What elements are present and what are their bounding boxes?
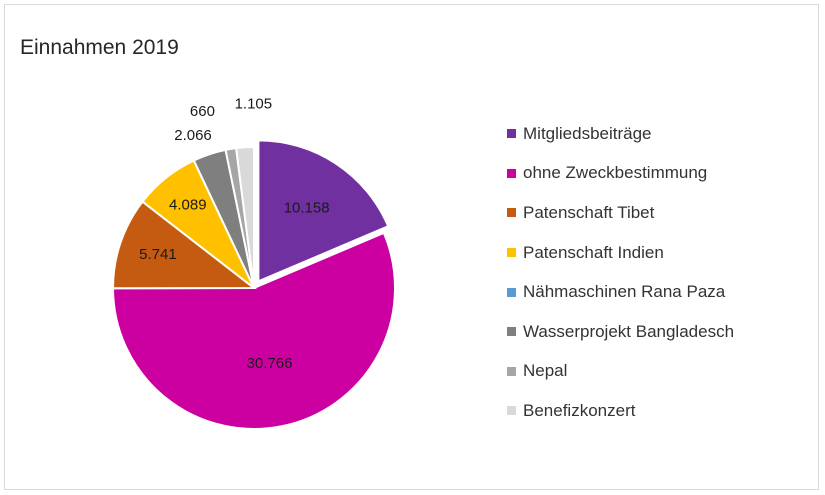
chart-title: Einnahmen 2019 xyxy=(20,36,179,59)
legend-item: Patenschaft Indien xyxy=(507,233,807,273)
legend-swatch xyxy=(507,208,516,218)
legend-item: Patenschaft Tibet xyxy=(507,193,807,233)
legend-label: Wasserprojekt Bangladesch xyxy=(523,321,735,341)
legend-swatch xyxy=(507,168,516,178)
legend-label: Mitgliedsbeiträge xyxy=(523,123,652,143)
data-label-6: 660 xyxy=(190,103,215,120)
legend-item: Mitgliedsbeiträge xyxy=(507,114,807,154)
data-label-1: 30.766 xyxy=(247,355,293,372)
legend: Mitgliedsbeiträge ohne Zweckbestimmung Pat… xyxy=(507,114,807,431)
pie-slice-0 xyxy=(257,139,390,283)
legend-label: ohne Zweckbestimmung xyxy=(523,163,708,183)
legend-swatch xyxy=(507,287,516,297)
pie-slice-1 xyxy=(111,231,396,430)
data-label-2: 5.741 xyxy=(139,246,177,263)
legend-label: Nähmaschinen Rana Paza xyxy=(523,282,726,302)
legend-swatch xyxy=(507,406,516,416)
legend-item: Nepal xyxy=(507,352,807,392)
pie-slice-7 xyxy=(234,145,255,289)
legend-label: Benefizkonzert xyxy=(523,400,636,420)
legend-swatch xyxy=(507,366,516,376)
data-label-3: 4.089 xyxy=(169,196,207,213)
data-label-5: 2.066 xyxy=(174,127,212,144)
legend-item: ohne Zweckbestimmung xyxy=(507,154,807,194)
legend-item: Wasserprojekt Bangladesch xyxy=(507,312,807,352)
legend-swatch xyxy=(507,327,516,337)
legend-swatch xyxy=(507,129,516,139)
legend-item: Nähmaschinen Rana Paza xyxy=(507,272,807,312)
data-label-7: 1.105 xyxy=(235,96,273,113)
legend-label: Patenschaft Tibet xyxy=(523,202,655,222)
legend-swatch xyxy=(507,248,516,258)
legend-label: Patenschaft Indien xyxy=(523,242,664,262)
legend-item: Benefizkonzert xyxy=(507,391,807,431)
data-label-0: 10.158 xyxy=(284,199,330,216)
pie-slice-2 xyxy=(111,200,257,290)
legend-label: Nepal xyxy=(523,361,568,381)
